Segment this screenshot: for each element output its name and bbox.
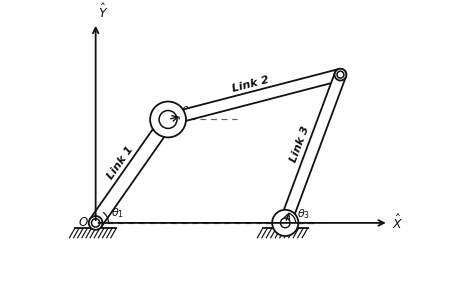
- Circle shape: [281, 218, 290, 228]
- Circle shape: [89, 216, 102, 230]
- Circle shape: [161, 112, 175, 126]
- Polygon shape: [280, 73, 346, 225]
- Text: Link 3: Link 3: [289, 125, 311, 163]
- Text: Link 1: Link 1: [105, 144, 135, 181]
- Text: O: O: [79, 216, 88, 229]
- Circle shape: [279, 217, 291, 229]
- Circle shape: [150, 102, 186, 137]
- Text: $\hat{X}$: $\hat{X}$: [392, 214, 403, 232]
- Text: $\theta_2$: $\theta_2$: [181, 104, 194, 118]
- Text: $\hat{Y}$: $\hat{Y}$: [99, 3, 109, 21]
- Circle shape: [162, 114, 174, 125]
- Circle shape: [337, 71, 344, 78]
- Circle shape: [272, 210, 298, 236]
- Polygon shape: [90, 115, 173, 227]
- Text: $\theta_1$: $\theta_1$: [111, 206, 124, 220]
- Circle shape: [335, 69, 346, 81]
- Text: Link 2: Link 2: [231, 75, 271, 94]
- Polygon shape: [166, 69, 342, 125]
- Circle shape: [335, 69, 346, 81]
- Circle shape: [159, 110, 177, 128]
- Text: $\theta_3$: $\theta_3$: [297, 207, 310, 221]
- Circle shape: [91, 219, 100, 227]
